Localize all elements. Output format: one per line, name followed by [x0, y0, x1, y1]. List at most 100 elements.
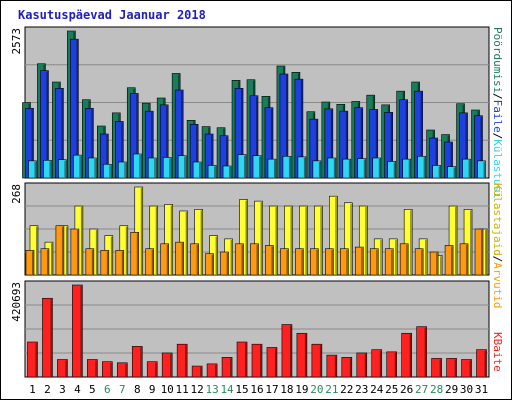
bar-middle-arvutid-6 — [100, 250, 110, 276]
bar-middle-arvutid-16-shade — [256, 244, 258, 275]
bar-middle-arvutid-27-shade — [421, 249, 423, 275]
bar-middle-külastajaid-17-shade — [275, 207, 277, 275]
bar-top-külastusi-13 — [207, 165, 217, 179]
x-tick-label-17: 17 — [265, 383, 278, 396]
bar-middle-külastajaid-15-shade — [245, 200, 248, 275]
bar-middle-külastajaid-30-shade — [470, 210, 472, 275]
bar-middle-külastajaid-24-shade — [380, 239, 382, 275]
bar-bottom-kbaite-10 — [161, 352, 173, 378]
bar-top-faile-8-shade — [136, 94, 138, 178]
bar-middle-arvutid-28-body — [429, 251, 439, 276]
bar-middle-arvutid-20-body — [310, 248, 319, 276]
bar-bottom-kbaite-21-shade — [334, 356, 337, 377]
bar-bottom-kbaite-23-body — [356, 352, 368, 378]
bar-middle-arvutid-11-shade — [181, 243, 184, 275]
bar-middle-arvutid-15 — [235, 243, 244, 276]
bar-middle-arvutid-17-shade — [271, 246, 273, 275]
bar-top-külastusi-23 — [357, 158, 367, 179]
bar-middle-arvutid-13-body — [205, 253, 214, 276]
bar-top-külastusi-21-shade — [333, 159, 336, 178]
bar-bottom-kbaite-19-shade — [304, 334, 307, 377]
bar-bottom-kbaite-24-body — [371, 349, 383, 378]
bar-top-külastusi-23-shade — [363, 159, 366, 178]
bar-top-külastusi-25 — [387, 161, 397, 179]
bar-middle-külastajaid-26-shade — [410, 210, 412, 275]
bar-top-külastusi-10-body — [162, 157, 172, 179]
bar-middle-arvutid-9-body — [145, 248, 155, 276]
bar-top-külastusi-8-shade — [139, 155, 141, 178]
bar-bottom-kbaite-7-body — [116, 362, 128, 378]
bar-top-faile-3-shade — [61, 89, 63, 178]
bar-middle-arvutid-2-body — [40, 248, 50, 276]
bar-bottom-kbaite-9-shade — [155, 362, 157, 377]
x-tick-label-23: 23 — [355, 383, 368, 396]
bar-middle-külastajaid-5-shade — [95, 230, 98, 275]
bar-bottom-kbaite-28-body — [431, 358, 442, 378]
bar-middle-külastajaid-25-shade — [395, 239, 397, 275]
bar-bottom-kbaite-17 — [266, 347, 278, 378]
bar-middle-arvutid-29-body — [444, 245, 454, 276]
bar-bottom-kbaite-25 — [386, 351, 398, 378]
bar-bottom-kbaite-13-body — [206, 363, 218, 378]
bar-bottom-kbaite-15-body — [236, 341, 248, 378]
x-tick-label-8: 8 — [134, 383, 141, 396]
bar-top-külastusi-7-shade — [124, 163, 126, 178]
bar-top-faile-2-shade — [46, 71, 48, 178]
bar-top-külastusi-6 — [103, 163, 112, 179]
bar-top-faile-19-shade — [300, 80, 303, 178]
bar-top-faile-24-shade — [375, 110, 378, 178]
bar-middle-arvutid-16 — [250, 243, 259, 276]
bar-middle-külastajaid-21-shade — [335, 197, 337, 275]
bar-top-külastusi-27-body — [417, 155, 426, 179]
bar-bottom-kbaite-24 — [371, 349, 383, 378]
bar-top-külastusi-11-shade — [184, 156, 186, 178]
bar-middle-arvutid-13 — [205, 253, 214, 276]
bar-top-külastusi-29-shade — [453, 167, 456, 178]
bar-middle-arvutid-1-shade — [31, 251, 34, 275]
bar-bottom-kbaite-1-shade — [35, 343, 37, 377]
bar-bottom-kbaite-14 — [221, 357, 233, 378]
bar-middle-arvutid-21-body — [325, 248, 334, 276]
bar-middle-arvutid-27 — [414, 248, 424, 276]
bar-middle-arvutid-24-shade — [376, 249, 378, 275]
bar-top-külastusi-13-shade — [214, 166, 216, 178]
bar-bottom-kbaite-28-shade — [439, 359, 442, 377]
bar-middle-arvutid-18 — [280, 248, 289, 276]
x-tick-label-29: 29 — [445, 383, 458, 396]
bar-top-külastusi-6-shade — [109, 165, 111, 178]
x-tick-label-22: 22 — [340, 383, 353, 396]
bar-bottom-kbaite-5-body — [87, 359, 98, 378]
bar-middle-arvutid-31 — [474, 228, 484, 276]
x-tick-label-12: 12 — [191, 383, 204, 396]
bar-top-külastusi-2 — [43, 159, 52, 179]
bar-middle-arvutid-11 — [175, 241, 184, 276]
bar-top-faile-7-shade — [121, 122, 123, 178]
bar-bottom-kbaite-26 — [401, 332, 412, 378]
bar-middle-arvutid-8 — [130, 232, 140, 276]
bar-bottom-kbaite-31 — [476, 349, 487, 378]
chart-title: Kasutuspäevad Jaanuar 2018 — [18, 8, 206, 22]
x-tick-label-4: 4 — [74, 383, 81, 396]
bar-top-faile-15-shade — [241, 89, 243, 178]
bar-top-külastusi-27 — [417, 155, 426, 179]
bar-top-külastusi-11-body — [177, 155, 187, 179]
bar-middle-arvutid-29-shade — [451, 246, 453, 275]
bar-middle-arvutid-23-body — [354, 246, 364, 276]
bar-middle-külastajaid-12-shade — [200, 210, 203, 275]
bar-bottom-kbaite-29-body — [446, 358, 457, 378]
bar-top-faile-4-shade — [76, 40, 78, 178]
bar-bottom-kbaite-11 — [176, 343, 188, 378]
bar-middle-külastajaid-16-shade — [260, 202, 262, 275]
bar-top-külastusi-29 — [447, 166, 456, 179]
bar-middle-arvutid-18-body — [280, 248, 289, 276]
panel-top-y-max-label: 2573 — [10, 28, 23, 55]
bar-top-külastusi-24 — [372, 157, 382, 179]
bar-bottom-kbaite-23-shade — [364, 353, 367, 377]
bar-middle-arvutid-23 — [354, 246, 364, 276]
bar-top-külastusi-19-shade — [303, 157, 306, 178]
bar-top-külastusi-14 — [222, 165, 232, 179]
bar-middle-külastajaid-8-shade — [140, 188, 143, 275]
bar-middle-arvutid-30 — [459, 243, 469, 276]
bar-top-faile-28-shade — [435, 139, 438, 178]
